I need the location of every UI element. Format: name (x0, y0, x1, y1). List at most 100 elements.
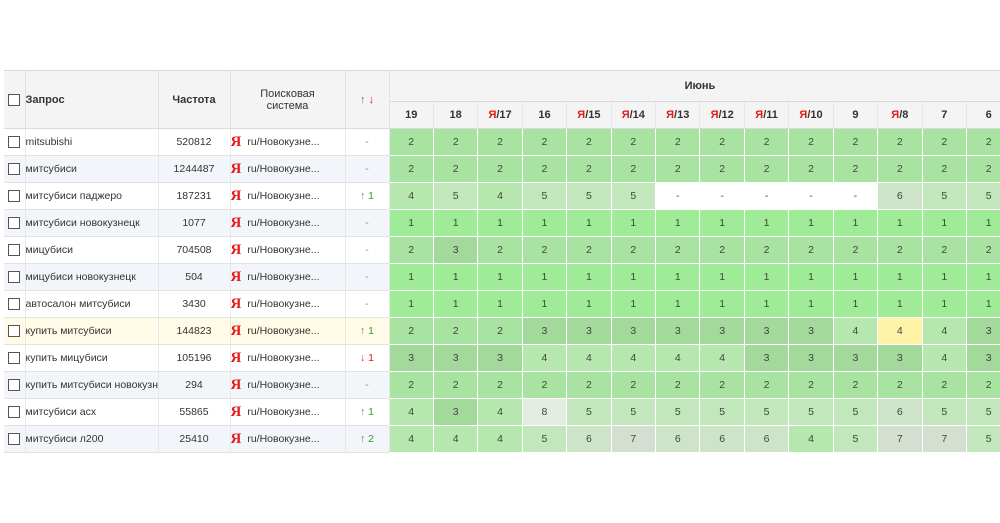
position-cell[interactable]: 5 (966, 398, 1000, 426)
position-cell[interactable]: 2 (477, 371, 523, 399)
position-cell[interactable]: 2 (833, 155, 879, 183)
position-cell[interactable]: 3 (655, 317, 701, 345)
query-cell[interactable]: митсубиси асх (25, 398, 159, 426)
position-cell[interactable]: - (833, 182, 879, 210)
position-cell[interactable]: 2 (788, 128, 834, 156)
position-cell[interactable]: 2 (744, 155, 790, 183)
row-checkbox[interactable] (8, 379, 21, 392)
position-cell[interactable]: 2 (655, 155, 701, 183)
position-cell[interactable]: 5 (744, 398, 790, 426)
position-cell[interactable]: 4 (611, 344, 657, 372)
position-cell[interactable]: 5 (566, 398, 612, 426)
position-cell[interactable]: 2 (922, 155, 967, 183)
position-cell[interactable]: 4 (655, 344, 701, 372)
position-cell[interactable]: 5 (833, 425, 879, 453)
position-cell[interactable]: 2 (611, 371, 657, 399)
date-column-header[interactable]: 16 (522, 101, 568, 129)
position-cell[interactable]: 3 (611, 317, 657, 345)
search-engine-column-header[interactable]: Поисковая система (230, 70, 346, 129)
position-cell[interactable]: 4 (922, 344, 967, 372)
position-cell[interactable]: 1 (655, 209, 701, 237)
position-cell[interactable]: 3 (522, 317, 568, 345)
position-cell[interactable]: - (699, 182, 745, 210)
date-column-header[interactable]: Я/8 (877, 101, 923, 129)
position-cell[interactable]: 5 (522, 182, 568, 210)
position-cell[interactable]: 5 (566, 182, 612, 210)
position-cell[interactable]: 6 (566, 425, 612, 453)
position-cell[interactable]: 2 (788, 155, 834, 183)
query-cell[interactable]: автосалон митсубиси (25, 290, 159, 318)
position-cell[interactable]: 2 (877, 236, 923, 264)
position-cell[interactable]: 2 (522, 371, 568, 399)
position-cell[interactable]: 2 (389, 155, 434, 183)
position-cell[interactable]: 3 (433, 344, 479, 372)
position-cell[interactable]: 5 (966, 182, 1000, 210)
position-cell[interactable]: 1 (877, 209, 923, 237)
position-cell[interactable]: 1 (477, 290, 523, 318)
position-cell[interactable]: 1 (611, 290, 657, 318)
position-cell[interactable]: 1 (389, 209, 434, 237)
position-cell[interactable]: 2 (833, 128, 879, 156)
position-cell[interactable]: 2 (611, 236, 657, 264)
position-cell[interactable]: 2 (566, 371, 612, 399)
query-cell[interactable]: купить митсубиси (25, 317, 159, 345)
date-column-header[interactable]: Я/12 (699, 101, 745, 129)
date-column-header[interactable]: Я/15 (566, 101, 612, 129)
row-checkbox[interactable] (8, 298, 21, 311)
row-checkbox[interactable] (8, 352, 21, 365)
query-cell[interactable]: митсубиси новокузнецк (25, 209, 159, 237)
position-cell[interactable]: 2 (877, 155, 923, 183)
position-cell[interactable]: 1 (699, 263, 745, 291)
position-cell[interactable]: 5 (611, 182, 657, 210)
position-cell[interactable]: 2 (433, 155, 479, 183)
position-cell[interactable]: 4 (833, 317, 879, 345)
query-cell[interactable]: мицубиси (25, 236, 159, 264)
position-cell[interactable]: 1 (433, 263, 479, 291)
position-cell[interactable]: 7 (611, 425, 657, 453)
position-cell[interactable]: 2 (655, 236, 701, 264)
position-cell[interactable]: 2 (744, 236, 790, 264)
position-cell[interactable]: 1 (433, 290, 479, 318)
query-cell[interactable]: купить митсубиси новокузнецк (25, 371, 159, 399)
position-cell[interactable]: - (744, 182, 790, 210)
position-cell[interactable]: 2 (433, 371, 479, 399)
position-cell[interactable]: 5 (966, 425, 1000, 453)
position-cell[interactable]: 4 (566, 344, 612, 372)
position-cell[interactable]: 2 (611, 155, 657, 183)
position-cell[interactable]: 3 (744, 317, 790, 345)
position-cell[interactable]: 3 (744, 344, 790, 372)
position-cell[interactable]: 3 (833, 344, 879, 372)
date-column-header[interactable]: 18 (433, 101, 479, 129)
position-cell[interactable]: 4 (477, 398, 523, 426)
position-cell[interactable]: 1 (833, 290, 879, 318)
position-cell[interactable]: 1 (744, 290, 790, 318)
row-checkbox[interactable] (8, 190, 21, 203)
position-cell[interactable]: 4 (699, 344, 745, 372)
position-cell[interactable]: 1 (699, 290, 745, 318)
position-cell[interactable]: 1 (655, 263, 701, 291)
position-cell[interactable]: 1 (522, 290, 568, 318)
position-cell[interactable]: 2 (655, 128, 701, 156)
position-cell[interactable]: 7 (877, 425, 923, 453)
position-cell[interactable]: 3 (788, 344, 834, 372)
position-cell[interactable]: 2 (655, 371, 701, 399)
position-cell[interactable]: - (788, 182, 834, 210)
position-cell[interactable]: 3 (433, 236, 479, 264)
query-cell[interactable]: митсубиси л200 (25, 425, 159, 453)
position-cell[interactable]: 1 (788, 263, 834, 291)
position-cell[interactable]: 3 (699, 317, 745, 345)
position-cell[interactable]: 5 (522, 425, 568, 453)
date-column-header[interactable]: 6 (966, 101, 1000, 129)
position-cell[interactable]: 2 (522, 155, 568, 183)
position-cell[interactable]: 4 (788, 425, 834, 453)
position-cell[interactable]: 2 (744, 371, 790, 399)
position-cell[interactable]: 2 (389, 128, 434, 156)
position-cell[interactable]: 4 (922, 317, 967, 345)
position-cell[interactable]: 3 (966, 317, 1000, 345)
position-cell[interactable]: 3 (477, 344, 523, 372)
position-cell[interactable]: 2 (699, 155, 745, 183)
position-cell[interactable]: 1 (877, 290, 923, 318)
position-cell[interactable]: 1 (922, 290, 967, 318)
position-cell[interactable]: 2 (477, 317, 523, 345)
row-checkbox[interactable] (8, 217, 21, 230)
